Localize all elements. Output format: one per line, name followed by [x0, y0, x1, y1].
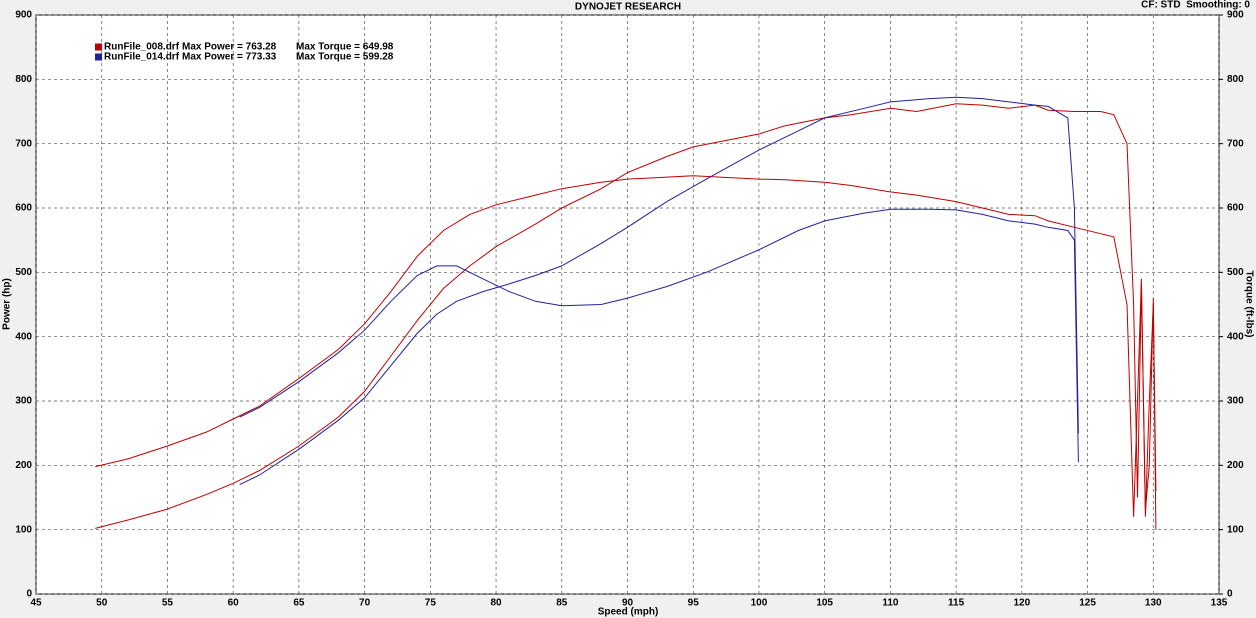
x-tick-label: 90: [622, 598, 634, 609]
torque-line: [95, 175, 1157, 517]
y2-tick-label: 200: [1227, 460, 1244, 471]
y2-tick-label: 700: [1227, 138, 1244, 149]
x-axis-label: Speed (mph): [598, 607, 659, 618]
x-tick-label: 130: [1145, 598, 1162, 609]
x-tick-label: 125: [1079, 598, 1096, 609]
x-tick-label: 50: [96, 598, 108, 609]
legend-swatch: [95, 43, 102, 51]
y-tick-label: 800: [15, 74, 32, 85]
x-tick-label: 65: [293, 598, 305, 609]
y-tick-label: 100: [15, 524, 32, 535]
x-tick-label: 70: [359, 598, 371, 609]
x-tick-label: 120: [1013, 598, 1030, 609]
legend-label: RunFile_008.drf: [104, 42, 180, 53]
torque-line: [239, 208, 1079, 463]
y2-tick-label: 800: [1227, 74, 1244, 85]
power-line: [95, 103, 1157, 530]
y-tick-label: 600: [15, 203, 32, 214]
legend-stat: Max Power = 763.28: [182, 42, 277, 53]
y-tick-label: 300: [15, 396, 32, 407]
x-tick-label: 85: [556, 598, 568, 609]
y2-tick-label: 100: [1227, 524, 1244, 535]
x-tick-label: 45: [30, 598, 42, 609]
y2-tick-label: 400: [1227, 331, 1244, 342]
x-tick-label: 55: [162, 598, 174, 609]
y-tick-label: 200: [15, 460, 32, 471]
legend-label: RunFile_014.drf: [104, 52, 180, 63]
y-tick-label: 700: [15, 138, 32, 149]
x-tick-label: 60: [228, 598, 240, 609]
x-tick-label: 95: [688, 598, 700, 609]
legend-stat: Max Torque = 649.98: [296, 42, 394, 53]
y2-tick-label: 300: [1227, 396, 1244, 407]
chart-title: DYNOJET RESEARCH: [575, 2, 681, 13]
x-tick-label: 80: [490, 598, 502, 609]
y-tick-label: 400: [15, 331, 32, 342]
x-tick-label: 110: [882, 598, 899, 609]
y-axis-label: Power (hp): [2, 278, 13, 330]
x-tick-label: 100: [751, 598, 768, 609]
y2-tick-label: 900: [1227, 10, 1244, 21]
y2-tick-label: 600: [1227, 203, 1244, 214]
y2-axis-label: Torque (ft-lbs): [1243, 270, 1254, 337]
y2-tick-label: 0: [1227, 589, 1233, 600]
x-tick-label: 135: [1211, 598, 1228, 609]
y-tick-label: 900: [15, 10, 32, 21]
header-right: CF: STD Smoothing: 0: [1141, 0, 1250, 11]
legend-stat: Max Power = 773.33: [182, 52, 277, 63]
y-tick-label: 500: [15, 267, 32, 278]
x-tick-label: 115: [948, 598, 965, 609]
x-tick-label: 105: [816, 598, 833, 609]
legend-stat: Max Torque = 599.28: [296, 52, 394, 63]
legend-swatch: [95, 53, 102, 61]
x-tick-label: 75: [425, 598, 437, 609]
y2-tick-label: 500: [1227, 267, 1244, 278]
power-line: [239, 96, 1079, 486]
y-tick-label: 0: [26, 589, 32, 600]
